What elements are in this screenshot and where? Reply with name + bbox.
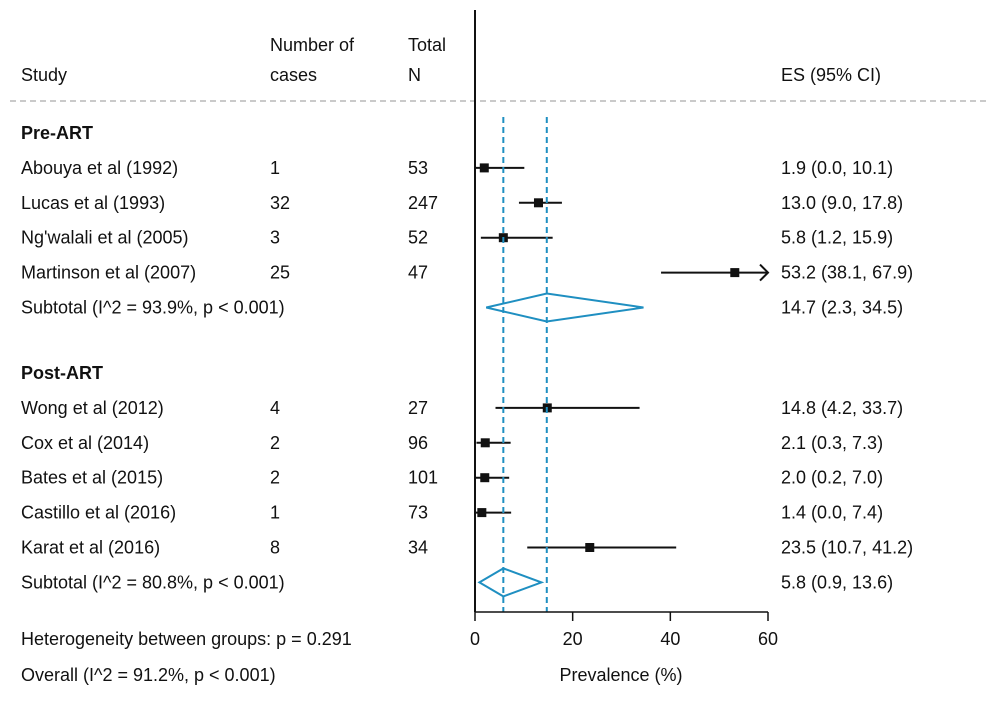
x-tick-label: 60 — [758, 629, 778, 649]
point-estimate — [480, 438, 490, 448]
study-total-n: 73 — [408, 503, 428, 523]
subtotal-diamond — [486, 292, 644, 323]
study-cases: 2 — [270, 468, 280, 488]
point-estimate — [533, 198, 543, 208]
x-tick-label: 0 — [470, 629, 480, 649]
group-heading: Post-ART — [21, 363, 103, 383]
header-study: Study — [21, 65, 67, 85]
study-es-label: 1.4 (0.0, 7.4) — [781, 503, 883, 523]
study-es-label: 1.9 (0.0, 10.1) — [781, 158, 893, 178]
study-total-n: 34 — [408, 538, 428, 558]
study-es-label: 53.2 (38.1, 67.9) — [781, 263, 913, 283]
plot-marks — [475, 117, 770, 612]
header-es: ES (95% CI) — [781, 65, 881, 85]
study-total-n: 47 — [408, 263, 428, 283]
subtotal-label: Subtotal (I^2 = 80.8%, p < 0.001) — [21, 572, 285, 592]
x-tick-label: 20 — [563, 629, 583, 649]
subtotal-es-label: 5.8 (0.9, 13.6) — [781, 572, 893, 592]
study-cases: 32 — [270, 193, 290, 213]
point-estimate — [730, 268, 740, 278]
point-estimate — [585, 543, 595, 552]
subtotal-diamond — [477, 567, 545, 598]
study-total-n: 101 — [408, 468, 438, 488]
point-estimate — [480, 473, 490, 483]
header-total-line1: Total — [408, 35, 446, 55]
study-cases: 1 — [270, 158, 280, 178]
header-cases-line2: cases — [270, 65, 317, 85]
study-es-label: 2.0 (0.2, 7.0) — [781, 468, 883, 488]
study-name: Wong et al (2012) — [21, 398, 164, 418]
study-es-label: 2.1 (0.3, 7.3) — [781, 433, 883, 453]
study-name: Castillo et al (2016) — [21, 503, 176, 523]
study-cases: 4 — [270, 398, 280, 418]
study-cases: 1 — [270, 503, 280, 523]
study-name: Martinson et al (2007) — [21, 263, 196, 283]
heterogeneity-text: Heterogeneity between groups: p = 0.291 — [21, 629, 352, 649]
study-es-label: 14.8 (4.2, 33.7) — [781, 398, 903, 418]
header-total-line2: N — [408, 65, 421, 85]
study-rows: Pre-ART Abouya et al (1992) 1 53 1.9 (0.0, 1… — [21, 123, 913, 592]
study-cases: 3 — [270, 228, 280, 248]
study-total-n: 247 — [408, 193, 438, 213]
study-es-label: 23.5 (10.7, 41.2) — [781, 538, 913, 558]
study-name: Lucas et al (1993) — [21, 193, 165, 213]
point-estimate — [479, 163, 489, 173]
subtotal-es-label: 14.7 (2.3, 34.5) — [781, 298, 903, 318]
header-cases-line1: Number of — [270, 35, 355, 55]
study-cases: 8 — [270, 538, 280, 558]
subtotal-label: Subtotal (I^2 = 93.9%, p < 0.001) — [21, 298, 285, 318]
x-tick-label: 40 — [660, 629, 680, 649]
x-axis-label: Prevalence (%) — [559, 665, 682, 685]
study-total-n: 27 — [408, 398, 428, 418]
study-es-label: 5.8 (1.2, 15.9) — [781, 228, 893, 248]
study-total-n: 53 — [408, 158, 428, 178]
overall-text: Overall (I^2 = 91.2%, p < 0.001) — [21, 665, 276, 685]
study-name: Cox et al (2014) — [21, 433, 149, 453]
x-axis: 0 20 40 60 — [470, 611, 778, 649]
point-estimate — [477, 508, 487, 518]
study-name: Abouya et al (1992) — [21, 158, 178, 178]
study-total-n: 52 — [408, 228, 428, 248]
study-name: Ng'walali et al (2005) — [21, 228, 189, 248]
study-es-label: 13.0 (9.0, 17.8) — [781, 193, 903, 213]
ci-arrow-icon — [759, 263, 770, 282]
group-heading: Pre-ART — [21, 123, 93, 143]
study-cases: 2 — [270, 433, 280, 453]
study-cases: 25 — [270, 263, 290, 283]
study-name: Bates et al (2015) — [21, 468, 163, 488]
study-total-n: 96 — [408, 433, 428, 453]
study-name: Karat et al (2016) — [21, 538, 160, 558]
